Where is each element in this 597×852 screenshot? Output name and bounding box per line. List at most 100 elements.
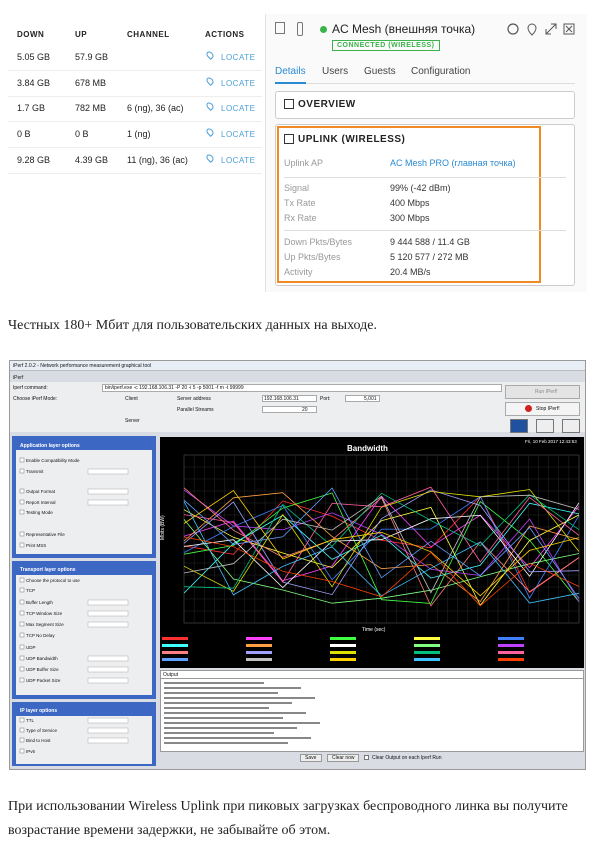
trend-line: [183, 536, 580, 607]
cell: 1 (ng): [127, 129, 151, 139]
checkbox: [19, 748, 25, 754]
close-icon[interactable]: [563, 23, 575, 35]
options-body: [16, 716, 152, 764]
input: [87, 655, 129, 662]
option-label: TCP Window Size: [26, 611, 63, 616]
row-divider: [8, 96, 262, 97]
input: [87, 666, 129, 673]
field[interactable]: [262, 395, 317, 402]
option-label: TTL: [26, 718, 34, 723]
field-label: Activity: [284, 267, 313, 277]
locate-link[interactable]: LOCATE: [221, 130, 256, 139]
label: Choose iPerf Mode:: [13, 396, 58, 402]
locate-link[interactable]: LOCATE: [221, 104, 256, 113]
cell: 1.7 GB: [17, 103, 46, 113]
legend-swatch: [330, 637, 356, 640]
checkbox[interactable]: [364, 755, 369, 760]
cell: 11 (ng), 36 (ac): [127, 155, 188, 165]
option-label: TCP: [26, 588, 35, 593]
tab[interactable]: Details: [275, 66, 306, 77]
trend-line: [183, 492, 580, 603]
command-field[interactable]: [102, 384, 502, 392]
field-label: Down Pkts/Bytes: [284, 237, 353, 247]
section-title: OVERVIEW: [298, 99, 356, 110]
checkbox: [19, 577, 25, 583]
tab[interactable]: Guests: [364, 66, 396, 77]
output-line: [164, 727, 297, 729]
value: 192.168.106.31: [264, 396, 299, 402]
trend-line: [183, 487, 580, 607]
field[interactable]: [345, 395, 380, 402]
cell: 57.9 GB: [75, 52, 109, 62]
cell: 782 MB: [75, 103, 107, 113]
paragraph: При использовании Wireless Uplink при пи…: [8, 799, 568, 838]
option-label: Max Segment Size: [26, 622, 64, 627]
field-label: Uplink AP: [284, 158, 324, 168]
checkbox: [19, 610, 25, 616]
field-label: Up Pkts/Bytes: [284, 252, 341, 262]
collapse-icon: [284, 134, 294, 144]
locate-icon[interactable]: [527, 23, 537, 36]
input: [87, 717, 129, 724]
checkbox: [19, 632, 25, 638]
tab[interactable]: Configuration: [411, 66, 471, 77]
legend-swatch: [246, 644, 272, 647]
tab[interactable]: Users: [322, 66, 349, 77]
run-button[interactable]: [505, 385, 580, 399]
checkbox: [19, 677, 25, 683]
separator: [284, 177, 566, 178]
output-line: [164, 722, 320, 724]
stop-icon: [525, 405, 532, 412]
checkbox: [19, 737, 25, 743]
tab-divider: [275, 83, 575, 84]
trend-line: [183, 496, 580, 599]
output-line: [164, 717, 283, 719]
checkbox: [19, 488, 25, 494]
power-icon[interactable]: [507, 23, 519, 35]
options-body: [16, 575, 152, 695]
checkbox: [19, 644, 25, 650]
cell: 9.28 GB: [17, 155, 51, 165]
save-icon[interactable]: [510, 419, 528, 433]
locate-link[interactable]: LOCATE: [221, 79, 256, 88]
label: Parallel Streams: [177, 407, 214, 413]
locate-link[interactable]: LOCATE: [221, 156, 256, 165]
legend-swatch: [498, 658, 524, 661]
input: [87, 677, 129, 684]
legend-swatch: [330, 644, 356, 647]
field-value: 9 444 588 / 11.4 GB: [390, 237, 470, 247]
info-icon[interactable]: [536, 419, 554, 433]
expand-icon[interactable]: [545, 23, 557, 35]
status-badge: CONNECTED (WIRELESS): [332, 40, 440, 51]
option-rows: Enable Compatibility Mode Transmit Output …: [19, 457, 129, 754]
radio-server[interactable]: Server: [125, 418, 140, 424]
section-title: UPLINK (WIRELESS): [298, 134, 406, 145]
column-header: UP: [75, 30, 88, 39]
settings-icon[interactable]: [562, 419, 580, 433]
trend-line: [183, 489, 580, 597]
input: [87, 499, 129, 506]
trend-line: [183, 502, 580, 594]
checkbox-label: Clear Output on each Iperf Run: [372, 755, 442, 761]
trend-line: [183, 486, 580, 583]
radio-client[interactable]: Client: [125, 396, 138, 402]
stop-button[interactable]: [505, 402, 580, 416]
option-label: Report Interval: [26, 500, 56, 505]
panel-title: IP layer options: [20, 708, 58, 714]
legend-swatch: [414, 637, 440, 640]
option-label: Transmit: [26, 469, 44, 474]
panel-title: Transport layer options: [20, 567, 76, 573]
locate-link[interactable]: LOCATE: [221, 53, 256, 62]
output-line: [164, 702, 292, 704]
options-body: [16, 450, 152, 554]
field-value: 20.4 MB/s: [390, 267, 431, 277]
field[interactable]: [262, 406, 317, 413]
save-button[interactable]: [300, 754, 322, 762]
overview-box[interactable]: [275, 91, 575, 119]
clear-button[interactable]: [327, 754, 359, 762]
checkbox: [19, 509, 25, 515]
option-label: Choose the protocol to use: [26, 578, 80, 583]
collapse-icon[interactable]: [275, 22, 285, 34]
option-label: Output Format: [26, 489, 56, 494]
option-label: UDP Packet Size: [26, 678, 61, 683]
